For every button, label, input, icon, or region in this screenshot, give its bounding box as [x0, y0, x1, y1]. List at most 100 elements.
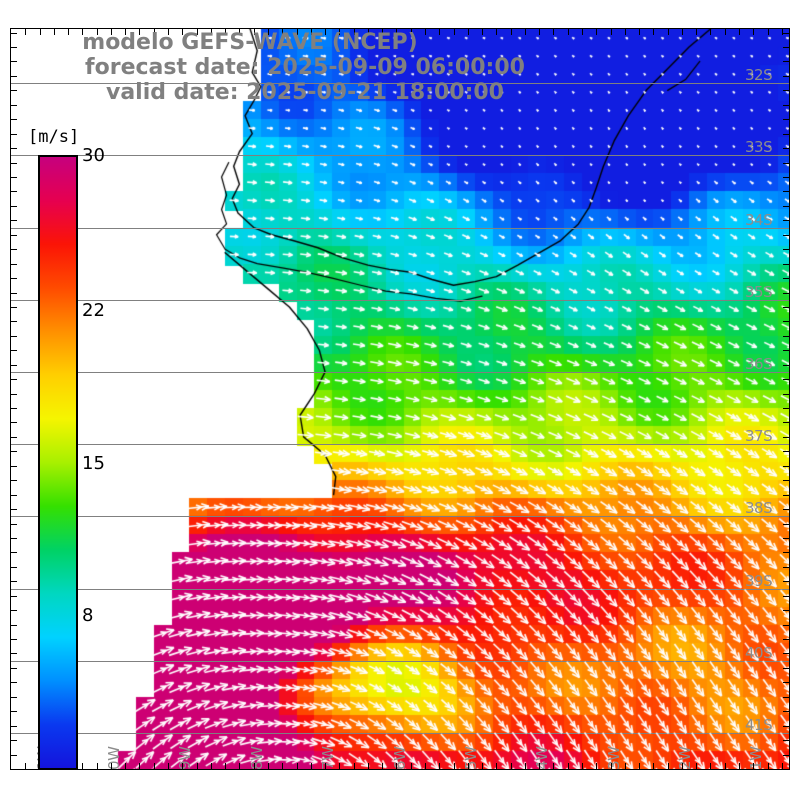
- lat-label-35S: 35S: [745, 283, 773, 301]
- lat-tick: [11, 639, 17, 640]
- lat-tick: [11, 235, 17, 236]
- lon-tick: [411, 29, 412, 35]
- lat-tick: [783, 495, 789, 496]
- lat-tick: [11, 610, 17, 611]
- lat-tick: [11, 321, 17, 322]
- lat-tick: [11, 163, 17, 164]
- lat-tick: [783, 61, 789, 62]
- lat-tick: [783, 220, 789, 221]
- lon-label-59W: 59W: [176, 746, 194, 769]
- lon-tick: [596, 29, 597, 35]
- lon-tick: [625, 763, 626, 769]
- lat-tick: [783, 755, 789, 756]
- lat-label-39S: 39S: [745, 572, 773, 590]
- lon-tick: [311, 29, 312, 35]
- lon-tick: [482, 29, 483, 35]
- colorbar-gradient: [38, 155, 78, 770]
- lon-tick: [211, 29, 212, 35]
- lon-tick: [25, 763, 26, 769]
- wind-direction-arrows: [11, 29, 789, 769]
- lon-tick: [511, 763, 512, 769]
- lon-tick: [268, 29, 269, 35]
- lon-label-52W: 52W: [676, 746, 694, 769]
- lon-tick: [154, 763, 155, 769]
- lon-label-55W: 55W: [462, 746, 480, 769]
- lat-tick: [783, 134, 789, 135]
- lon-label-56W: 56W: [391, 746, 409, 769]
- lat-tick: [11, 119, 17, 120]
- lat-tick: [11, 653, 17, 654]
- lon-tick: [710, 29, 711, 35]
- lon-tick: [168, 763, 169, 769]
- lat-tick: [11, 451, 17, 452]
- lat-tick: [783, 379, 789, 380]
- lat-tick: [11, 422, 17, 423]
- lon-tick: [197, 29, 198, 35]
- lat-tick: [11, 61, 17, 62]
- lon-tick: [282, 763, 283, 769]
- lon-tick: [468, 29, 469, 35]
- lat-tick: [11, 495, 17, 496]
- lon-tick: [639, 29, 640, 35]
- lon-tick: [154, 29, 155, 35]
- lon-tick: [553, 763, 554, 769]
- lon-label-53W: 53W: [605, 746, 623, 769]
- lat-tick: [783, 336, 789, 337]
- lat-tick: [11, 177, 17, 178]
- lon-tick: [454, 763, 455, 769]
- lon-tick: [339, 29, 340, 35]
- lat-tick: [783, 177, 789, 178]
- lon-tick: [611, 29, 612, 35]
- lat-tick: [11, 682, 17, 683]
- lon-tick: [468, 763, 469, 769]
- lat-label-41S: 41S: [745, 716, 773, 734]
- lat-tick: [783, 524, 789, 525]
- colorbar-legend: [m/s] 30 22 15 8: [28, 127, 105, 770]
- lon-tick: [111, 763, 112, 769]
- lat-tick: [11, 148, 17, 149]
- lat-tick: [11, 379, 17, 380]
- lat-tick: [11, 336, 17, 337]
- lat-tick: [11, 220, 17, 221]
- lat-tick: [11, 76, 17, 77]
- lat-label-38S: 38S: [745, 499, 773, 517]
- lon-tick: [82, 29, 83, 35]
- lon-tick: [354, 763, 355, 769]
- lon-tick: [653, 29, 654, 35]
- lon-tick: [582, 29, 583, 35]
- lat-tick: [783, 567, 789, 568]
- lat-tick: [783, 639, 789, 640]
- lat-tick: [11, 249, 17, 250]
- lat-tick: [11, 755, 17, 756]
- lon-tick: [782, 763, 783, 769]
- lon-tick: [782, 29, 783, 35]
- lon-tick: [97, 29, 98, 35]
- lat-tick: [11, 278, 17, 279]
- lon-tick: [725, 29, 726, 35]
- lon-tick: [525, 29, 526, 35]
- lon-tick: [411, 763, 412, 769]
- lat-tick: [783, 278, 789, 279]
- lon-tick: [311, 763, 312, 769]
- lon-tick: [325, 29, 326, 35]
- lon-tick: [753, 29, 754, 35]
- lat-tick: [783, 509, 789, 510]
- lat-tick: [783, 596, 789, 597]
- lat-tick: [11, 480, 17, 481]
- lat-tick: [11, 509, 17, 510]
- lat-tick: [11, 552, 17, 553]
- lon-tick: [382, 29, 383, 35]
- lon-tick: [97, 763, 98, 769]
- lon-tick: [125, 763, 126, 769]
- lat-tick: [783, 408, 789, 409]
- lon-tick: [225, 29, 226, 35]
- lon-tick: [682, 29, 683, 35]
- lat-tick: [783, 610, 789, 611]
- lon-tick: [511, 29, 512, 35]
- lon-tick: [739, 29, 740, 35]
- lat-label-33S: 33S: [745, 138, 773, 156]
- lon-tick: [710, 763, 711, 769]
- lon-tick: [139, 763, 140, 769]
- lon-tick: [482, 763, 483, 769]
- lon-tick: [168, 29, 169, 35]
